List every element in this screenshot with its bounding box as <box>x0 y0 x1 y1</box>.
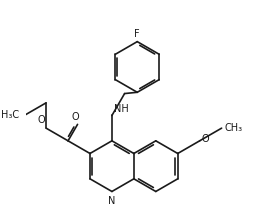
Text: H₃C: H₃C <box>1 111 19 121</box>
Text: F: F <box>134 29 140 39</box>
Text: N: N <box>108 196 115 206</box>
Text: NH: NH <box>113 104 128 114</box>
Text: CH₃: CH₃ <box>224 123 242 133</box>
Text: O: O <box>72 112 79 122</box>
Text: O: O <box>37 115 45 125</box>
Text: O: O <box>202 134 209 144</box>
